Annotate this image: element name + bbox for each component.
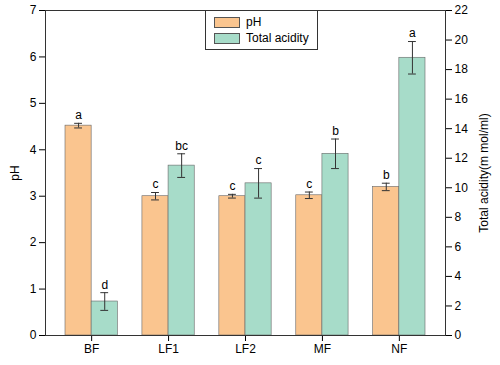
html-text:pH: pH (246, 15, 262, 29)
svg-text:b: b (332, 124, 339, 138)
svg-text:5: 5 (30, 96, 37, 110)
svg-text:b: b (383, 168, 390, 182)
svg-text:d: d (101, 277, 108, 291)
svg-text:LF2: LF2 (235, 342, 256, 356)
svg-text:c: c (256, 153, 262, 167)
svg-text:a: a (75, 108, 82, 122)
svg-text:8: 8 (455, 210, 462, 224)
svg-text:6: 6 (455, 240, 462, 254)
html-text:Total acidity: Total acidity (246, 31, 309, 45)
svg-text:0: 0 (30, 328, 37, 342)
svg-text:NF: NF (391, 342, 407, 356)
svg-text:MF: MF (314, 342, 331, 356)
svg-text:3: 3 (30, 189, 37, 203)
svg-text:c: c (153, 177, 159, 191)
svg-text:LF1: LF1 (158, 342, 179, 356)
svg-text:2: 2 (30, 235, 37, 249)
svg-text:Total acidity(m mol/ml): Total acidity(m mol/ml) (477, 113, 491, 232)
svg-text:1: 1 (30, 282, 37, 296)
svg-text:4: 4 (455, 269, 462, 283)
svg-text:a: a (409, 26, 416, 40)
svg-text:bc: bc (175, 139, 188, 153)
svg-text:12: 12 (455, 151, 469, 165)
svg-text:c: c (306, 177, 312, 191)
svg-text:18: 18 (455, 62, 469, 76)
svg-text:0: 0 (455, 328, 462, 342)
svg-text:2: 2 (455, 299, 462, 313)
svg-text:7: 7 (30, 3, 37, 17)
svg-text:6: 6 (30, 50, 37, 64)
svg-text:10: 10 (455, 181, 469, 195)
svg-text:pH: pH (8, 165, 22, 180)
svg-text:4: 4 (30, 143, 37, 157)
svg-text:20: 20 (455, 33, 469, 47)
svg-text:22: 22 (455, 3, 469, 17)
svg-text:16: 16 (455, 92, 469, 106)
svg-text:BF: BF (84, 342, 99, 356)
svg-text:14: 14 (455, 122, 469, 136)
svg-text:c: c (229, 179, 235, 193)
